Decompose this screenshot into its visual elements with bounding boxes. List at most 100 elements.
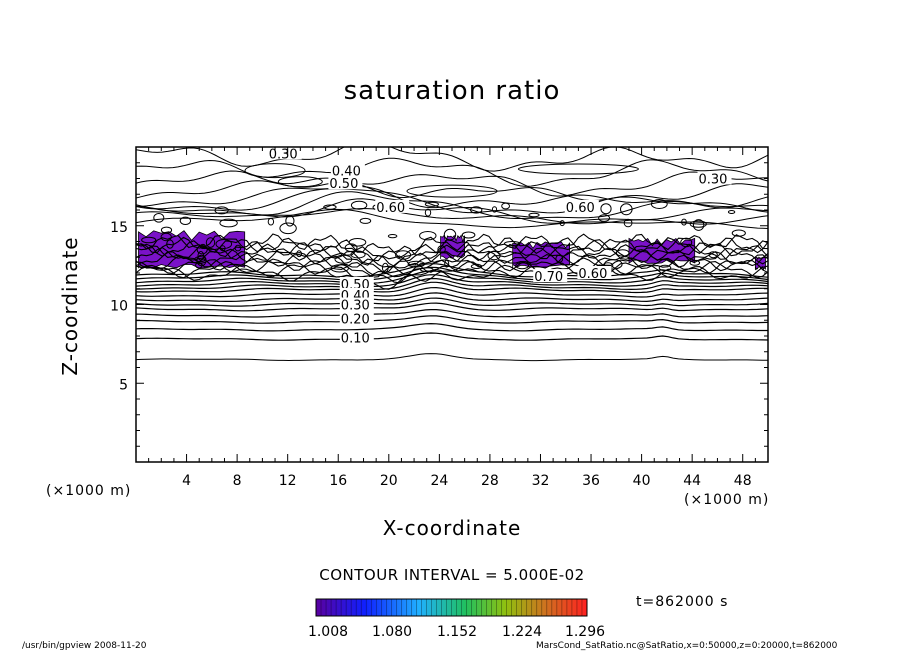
x-axis-ticks: 4 8 12 16 20 24 28 32 36 40 44 48 [148,147,756,489]
contour-blob [334,254,353,264]
contour-blob [461,231,476,239]
colorbar-stripes [320,599,583,616]
colorbar-ticks: 1.008 1.080 1.152 1.224 1.296 [308,624,605,640]
contour-label: 0.60 [578,267,607,282]
contour-blob [395,250,412,260]
contour-line [136,208,768,229]
contour-blob [196,254,207,267]
contour-line [136,277,768,291]
contour-label-bg [533,269,568,283]
contour-blob [470,206,483,214]
contour-blob [503,241,521,247]
contour-blob [234,244,242,252]
contour-line [136,188,768,214]
y-tick-label: 5 [119,377,128,393]
contour-loop [277,176,323,188]
contour-blob [598,214,611,222]
contour-labels: 0.300.400.50 0.300.60 0.600.70 0.600.500.40… [267,146,732,347]
y-tick-label: 15 [110,220,128,236]
contour-label: 0.30 [699,173,728,188]
contour-label: 0.30 [269,147,298,162]
contour-line [136,246,768,274]
contour-blob [285,215,295,227]
contour-blob [141,236,157,244]
contour-blob [153,213,165,223]
contour-blob [680,237,693,248]
contour-label-bg [577,266,612,279]
x-tick-label: 48 [734,473,752,489]
contour-blob [559,220,565,227]
colorbar-tick-label: 1.080 [372,624,412,640]
x-tick-label: 4 [182,473,191,489]
contour-line [136,353,768,362]
contour-blob [179,216,192,226]
contour-label: 0.70 [534,270,563,285]
contour-blob [160,232,172,242]
x-tick-label: 20 [380,473,398,489]
contour-blob [681,218,687,226]
contour-blob [444,259,450,268]
contour-line [136,253,768,278]
contour-blob [731,229,746,237]
contour-loop [517,163,639,175]
time-label: t=862000 s [636,594,729,610]
contour-blob [424,208,432,217]
contour-blob [692,219,705,231]
contour-blob [330,264,349,273]
x-tick-label: 12 [279,473,297,489]
contour-blob [219,218,238,228]
y-axis-unit: (×1000 m) [46,483,132,499]
contour-blob [650,199,668,209]
contour-blob [501,202,511,210]
contour-line [136,322,768,332]
contour-blob [419,231,437,241]
contour-label-bg [328,176,363,190]
colorbar-tick-label: 1.224 [502,624,542,640]
footer-left: /usr/bin/gpview 2008-11-20 [22,641,147,651]
contour-lines [136,147,768,362]
contour-blob [437,245,446,254]
contour-line [136,270,768,284]
contour-blob [381,262,389,273]
x-tick-label: 24 [430,473,448,489]
contour-label: 0.50 [329,177,358,192]
contour-line [136,261,768,282]
contour-label: 0.60 [376,201,405,216]
contour-label-bg [339,330,374,344]
x-tick-label: 40 [633,473,651,489]
contour-line [136,315,768,324]
colorbar-tick-label: 1.008 [308,624,348,640]
y-axis-ticks: 5 10 15 [110,162,768,447]
contour-blob [407,260,425,268]
contour-blob [515,262,529,270]
contour-blob [215,239,233,249]
contour-label-bg [339,297,374,311]
supersaturated-fills [138,230,766,272]
chart-title: saturation ratio [343,76,561,106]
contour-blob [344,243,358,252]
contour-line [136,302,768,312]
x-tick-label: 44 [683,473,701,489]
y-tick-label: 10 [110,299,128,315]
x-tick-label: 28 [481,473,499,489]
contour-blob [420,267,434,273]
contour-blob [528,212,540,218]
contour-blob [620,203,633,216]
contour-line [136,157,768,187]
contour-blob [600,203,612,215]
contour-line [136,207,768,225]
y-axis-label-text: Z-coordinate [58,236,82,376]
contour-label-bg [697,171,732,185]
colorbar-tick-label: 1.152 [437,624,477,640]
colorbar-tick-label: 1.296 [565,624,605,640]
contour-label: 0.10 [341,332,370,347]
contour-label-bg [339,311,374,325]
contour-line [136,250,768,276]
contour-line [136,147,768,172]
contour-label-bg [375,199,410,213]
x-tick-label: 16 [329,473,347,489]
contour-blob [387,234,398,239]
contour-blob [348,238,367,247]
contour-blob [350,200,368,210]
